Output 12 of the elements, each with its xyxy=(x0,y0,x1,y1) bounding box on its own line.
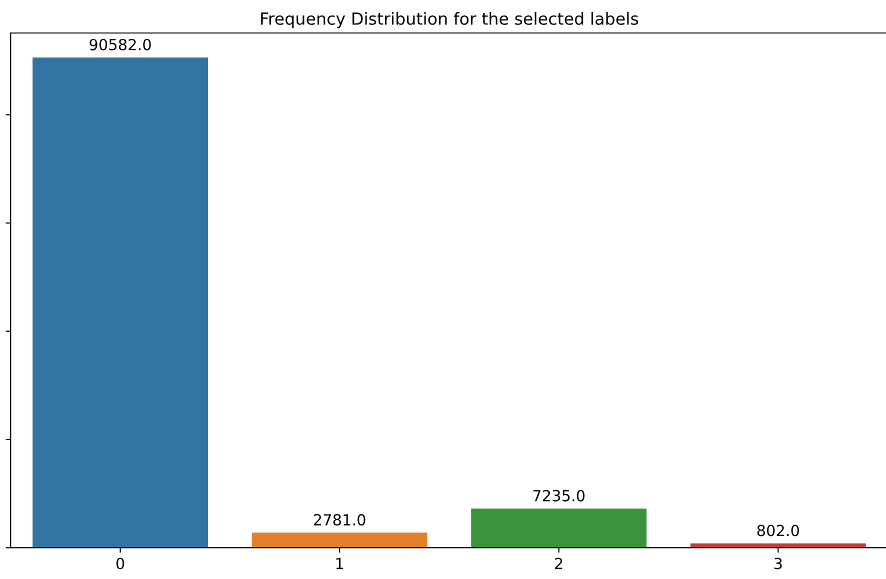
x-tick-label: 3 xyxy=(774,558,782,570)
chart-title: Frequency Distribution for the selected labels xyxy=(261,12,638,28)
data-label: 90582.0 xyxy=(90,38,151,50)
x-tick-label: 0 xyxy=(116,558,124,570)
bar xyxy=(32,58,208,548)
data-label: 7235.0 xyxy=(533,490,585,502)
data-label: 802.0 xyxy=(757,524,799,536)
data-label: 2781.0 xyxy=(314,514,366,526)
x-tick-label: 2 xyxy=(555,558,562,570)
bar xyxy=(471,508,647,548)
x-tick-label: 1 xyxy=(336,558,344,570)
bar xyxy=(252,532,428,548)
